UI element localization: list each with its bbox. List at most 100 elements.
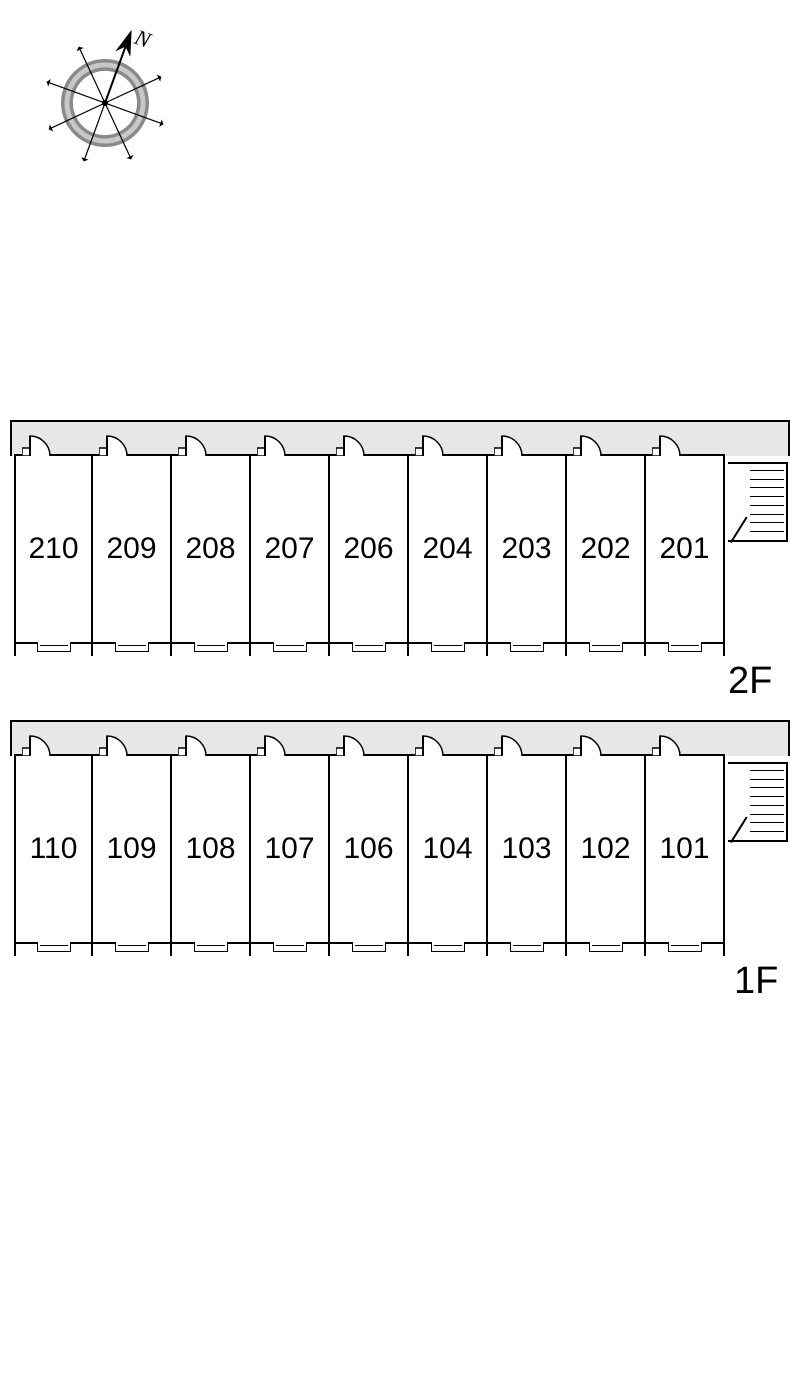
partition-tick (170, 944, 172, 956)
unit-label: 209 (106, 532, 156, 566)
unit-label: 208 (185, 532, 235, 566)
unit-label: 103 (501, 832, 551, 866)
unit-label: 207 (264, 532, 314, 566)
window-notch (510, 942, 544, 952)
floor-block: 210 209 208 207 206 204 203 202 201 (10, 420, 792, 680)
partition-tick (14, 944, 16, 956)
door-icon (494, 726, 514, 756)
partition-tick (170, 644, 172, 656)
door-icon (257, 426, 277, 456)
stair-area (728, 462, 788, 542)
partition-tick (723, 644, 725, 656)
partition-tick (407, 944, 409, 956)
unit-label: 201 (659, 532, 709, 566)
window-notch (431, 642, 465, 652)
window-notch (37, 942, 71, 952)
door-icon (652, 726, 672, 756)
unit-cell: 208 (172, 454, 251, 644)
unit-label: 101 (659, 832, 709, 866)
floor-label: 1F (734, 960, 778, 1003)
partition-tick (644, 644, 646, 656)
units-row: 210 209 208 207 206 204 203 202 201 (14, 454, 725, 644)
partition-tick (328, 644, 330, 656)
unit-label: 204 (422, 532, 472, 566)
window-notch (273, 642, 307, 652)
unit-cell: 103 (488, 754, 567, 944)
window-notch (510, 642, 544, 652)
unit-cell: 209 (93, 454, 172, 644)
partition-tick (14, 644, 16, 656)
window-notch (115, 642, 149, 652)
partition-tick (328, 944, 330, 956)
window-notch (589, 942, 623, 952)
unit-cell: 206 (330, 454, 409, 644)
floor-block: 110 109 108 107 106 104 103 102 101 (10, 720, 792, 980)
window-notch (273, 942, 307, 952)
partition-tick (91, 944, 93, 956)
partition-tick (565, 644, 567, 656)
window-notch (352, 642, 386, 652)
unit-label: 206 (343, 532, 393, 566)
unit-cell: 204 (409, 454, 488, 644)
stair-area (728, 762, 788, 842)
unit-cell: 207 (251, 454, 330, 644)
compass-rose: N (30, 18, 180, 168)
svg-text:N: N (131, 24, 156, 53)
unit-label: 210 (28, 532, 78, 566)
unit-label: 110 (30, 832, 78, 866)
door-icon (257, 726, 277, 756)
unit-label: 102 (580, 832, 630, 866)
door-icon (573, 426, 593, 456)
window-notch (431, 942, 465, 952)
unit-label: 109 (106, 832, 156, 866)
unit-label: 107 (264, 832, 314, 866)
unit-cell: 109 (93, 754, 172, 944)
window-notch (668, 942, 702, 952)
units-row: 110 109 108 107 106 104 103 102 101 (14, 754, 725, 944)
window-notch (115, 942, 149, 952)
door-icon (494, 426, 514, 456)
unit-cell: 202 (567, 454, 646, 644)
door-icon (415, 726, 435, 756)
unit-label: 202 (580, 532, 630, 566)
unit-cell: 108 (172, 754, 251, 944)
door-icon (178, 426, 198, 456)
door-icon (652, 426, 672, 456)
unit-cell: 110 (14, 754, 93, 944)
unit-cell: 203 (488, 454, 567, 644)
window-notch (194, 642, 228, 652)
partition-tick (565, 944, 567, 956)
partition-tick (486, 944, 488, 956)
partition-tick (91, 644, 93, 656)
partition-tick (249, 644, 251, 656)
unit-cell: 102 (567, 754, 646, 944)
partition-tick (644, 944, 646, 956)
partition-tick (407, 644, 409, 656)
unit-cell: 104 (409, 754, 488, 944)
unit-cell: 201 (646, 454, 725, 644)
unit-label: 106 (343, 832, 393, 866)
door-icon (415, 426, 435, 456)
unit-label: 108 (185, 832, 235, 866)
door-icon (178, 726, 198, 756)
partition-tick (486, 644, 488, 656)
unit-cell: 210 (14, 454, 93, 644)
window-notch (668, 642, 702, 652)
unit-cell: 107 (251, 754, 330, 944)
unit-label: 203 (501, 532, 551, 566)
door-icon (22, 726, 42, 756)
window-notch (37, 642, 71, 652)
door-icon (99, 726, 119, 756)
window-notch (194, 942, 228, 952)
floorplan-page: N 210 209 208 207 206 204 203 202 (0, 0, 800, 1373)
unit-label: 104 (422, 832, 472, 866)
door-icon (99, 426, 119, 456)
window-notch (589, 642, 623, 652)
unit-cell: 101 (646, 754, 725, 944)
door-icon (336, 426, 356, 456)
partition-tick (723, 944, 725, 956)
unit-cell: 106 (330, 754, 409, 944)
door-icon (22, 426, 42, 456)
door-icon (336, 726, 356, 756)
door-icon (573, 726, 593, 756)
